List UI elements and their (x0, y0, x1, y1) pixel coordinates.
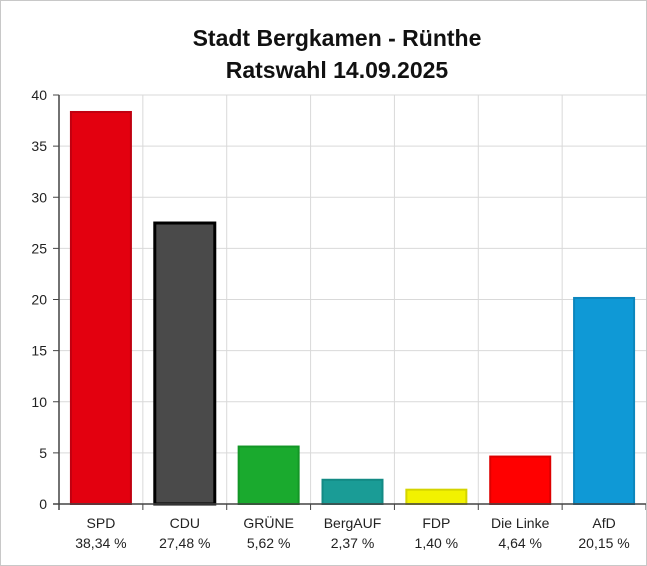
y-tick-label: 0 (39, 496, 47, 512)
bar-afd (573, 296, 636, 505)
bars (69, 110, 636, 506)
value-label: 20,15 % (578, 535, 629, 551)
value-label: 5,62 % (247, 535, 291, 551)
grid-lines (59, 94, 646, 505)
category-label: FDP (422, 515, 450, 531)
value-label: 4,64 % (498, 535, 542, 551)
y-tick-label: 40 (31, 87, 47, 103)
bar-gr-ne (237, 445, 300, 505)
axes: 0 5 10 15 20 25 30 35 40 (31, 87, 646, 512)
category-label: AfD (592, 515, 615, 531)
category-label: GRÜNE (243, 514, 294, 531)
y-tick-label: 20 (31, 292, 47, 308)
y-tick-label: 10 (31, 394, 47, 410)
category-label: SPD (87, 515, 116, 531)
category-label: Die Linke (491, 515, 550, 531)
y-tick-label: 5 (39, 445, 47, 461)
y-tick-label: 30 (31, 189, 47, 205)
value-label: 38,34 % (75, 535, 126, 551)
chart-title-line-2: Ratswahl 14.09.2025 (226, 57, 449, 83)
y-tick-label: 15 (31, 343, 47, 359)
value-label: 27,48 % (159, 535, 210, 551)
category-label: BergAUF (324, 515, 382, 531)
bar-die-linke (489, 455, 552, 505)
bar-spd (69, 110, 132, 505)
category-labels: SPD 38,34 % CDU 27,48 % GRÜNE 5,62 % BergAUF 2,… (75, 514, 630, 551)
chart-title-line-1: Stadt Bergkamen - Rünthe (193, 25, 482, 51)
value-label: 2,37 % (331, 535, 375, 551)
category-label: CDU (170, 515, 200, 531)
bar-cdu (153, 221, 217, 506)
y-tick-label: 35 (31, 138, 47, 154)
y-tick-label: 25 (31, 240, 47, 256)
bar-bergauf (321, 478, 384, 506)
value-label: 1,40 % (415, 535, 459, 551)
bar-fdp (405, 488, 468, 505)
